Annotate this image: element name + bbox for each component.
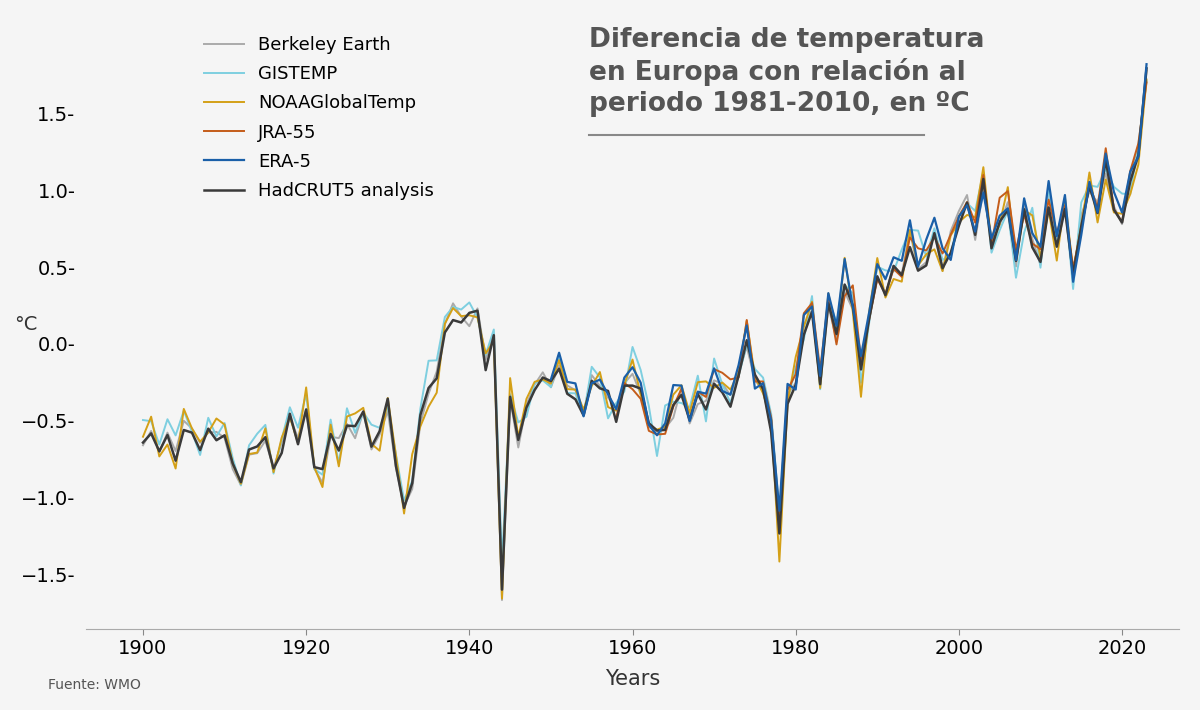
- Berkeley Earth: [494, 596, 509, 604]
- Text: Fuente: WMO: Fuente: WMO: [48, 678, 140, 692]
- HadCRUT5 analysis: [584, 376, 599, 385]
- Y-axis label: °C: °C: [14, 315, 37, 334]
- GISTEMP: [324, 415, 338, 424]
- Text: Diferencia de temperatura
en Europa con relación al
periodo 1981-2010, en ºC: Diferencia de temperatura en Europa con …: [589, 27, 984, 117]
- HadCRUT5 analysis: [136, 438, 150, 447]
- GISTEMP: [584, 363, 599, 371]
- Berkeley Earth: [324, 432, 338, 441]
- ERA-5: [674, 381, 689, 390]
- Line: GISTEMP: GISTEMP: [143, 81, 1146, 563]
- JRA-55: [1139, 78, 1153, 87]
- JRA-55: [739, 316, 754, 324]
- NOAAGlobalTemp: [324, 420, 338, 429]
- JRA-55: [610, 413, 624, 422]
- NOAAGlobalTemp: [430, 388, 444, 397]
- ERA-5: [739, 321, 754, 329]
- GISTEMP: [430, 356, 444, 365]
- NOAAGlobalTemp: [136, 432, 150, 441]
- NOAAGlobalTemp: [1139, 75, 1153, 84]
- JRA-55: [846, 281, 860, 290]
- HadCRUT5 analysis: [494, 585, 509, 594]
- ERA-5: [544, 375, 558, 383]
- HadCRUT5 analysis: [724, 403, 738, 411]
- GISTEMP: [724, 398, 738, 407]
- Line: NOAAGlobalTemp: NOAAGlobalTemp: [143, 80, 1146, 599]
- GISTEMP: [1139, 77, 1153, 85]
- ERA-5: [666, 381, 680, 389]
- GISTEMP: [202, 413, 216, 422]
- NOAAGlobalTemp: [144, 413, 158, 421]
- GISTEMP: [136, 416, 150, 425]
- Line: HadCRUT5 analysis: HadCRUT5 analysis: [143, 68, 1146, 589]
- NOAAGlobalTemp: [202, 428, 216, 437]
- Line: JRA-55: JRA-55: [617, 82, 1146, 518]
- HadCRUT5 analysis: [324, 430, 338, 438]
- Berkeley Earth: [202, 428, 216, 437]
- ERA-5: [1091, 208, 1105, 217]
- Legend: Berkeley Earth, GISTEMP, NOAAGlobalTemp, JRA-55, ERA-5, HadCRUT5 analysis: Berkeley Earth, GISTEMP, NOAAGlobalTemp,…: [204, 36, 434, 200]
- Berkeley Earth: [724, 391, 738, 400]
- Berkeley Earth: [584, 371, 599, 379]
- NOAAGlobalTemp: [724, 386, 738, 394]
- ERA-5: [1139, 60, 1153, 68]
- HadCRUT5 analysis: [202, 425, 216, 433]
- Berkeley Earth: [144, 427, 158, 435]
- JRA-55: [1033, 245, 1048, 253]
- Berkeley Earth: [136, 441, 150, 449]
- JRA-55: [780, 386, 794, 394]
- Berkeley Earth: [1139, 67, 1153, 75]
- GISTEMP: [144, 417, 158, 425]
- X-axis label: Years: Years: [605, 669, 660, 689]
- JRA-55: [649, 430, 664, 439]
- HadCRUT5 analysis: [144, 429, 158, 437]
- JRA-55: [772, 513, 786, 522]
- Line: Berkeley Earth: Berkeley Earth: [143, 71, 1146, 600]
- HadCRUT5 analysis: [1139, 64, 1153, 72]
- JRA-55: [1106, 205, 1121, 214]
- GISTEMP: [494, 559, 509, 567]
- ERA-5: [887, 253, 901, 261]
- ERA-5: [878, 275, 893, 283]
- Line: ERA-5: ERA-5: [551, 64, 1146, 510]
- NOAAGlobalTemp: [494, 594, 509, 603]
- NOAAGlobalTemp: [584, 382, 599, 390]
- Berkeley Earth: [430, 367, 444, 376]
- HadCRUT5 analysis: [430, 374, 444, 383]
- ERA-5: [772, 506, 786, 515]
